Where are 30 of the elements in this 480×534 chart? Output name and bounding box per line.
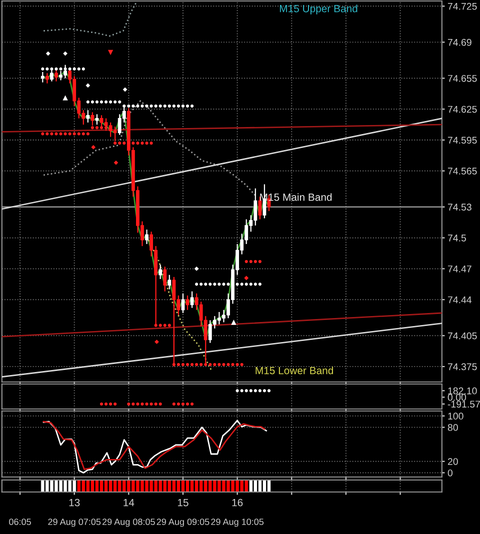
y-tick-label: 74.69 [448, 38, 472, 46]
x-tick-label: 29 Aug 10:05 [211, 518, 264, 527]
text: 14 [124, 498, 134, 506]
y-tick-label: 100 [448, 412, 464, 420]
y-tick-label: 20 [448, 458, 458, 465]
annotation: M15 Upper Band [280, 4, 358, 14]
y-tick-label: 80 [448, 424, 458, 431]
y-tick-label: 0 [448, 469, 452, 476]
x-tick-label: 29 Aug 09:05 [156, 518, 210, 527]
annotation: M15 Lower Band [256, 366, 333, 374]
y-tick-label: 74.5 [448, 234, 466, 242]
x-tick-label: 29 Aug 07:05 [48, 518, 101, 527]
text: 13 [69, 498, 80, 506]
y-tick-label: 74.375 [448, 363, 477, 370]
text: 15 [178, 498, 188, 506]
y-tick-label: 74.725 [448, 2, 477, 10]
y-tick-label: 74.405 [448, 332, 477, 340]
x-tick-label: 06:05 [9, 518, 31, 526]
y-tick-label: 74.44 [448, 296, 472, 304]
y-tick-label: 74.625 [448, 106, 477, 113]
y-tick-label: 0.00 [448, 394, 466, 401]
y-tick-label: 74.565 [448, 168, 477, 175]
y-tick-label: 74.655 [448, 74, 477, 82]
x-tick-label: 29 Aug 08:05 [102, 518, 155, 527]
text: 16 [232, 498, 243, 506]
y-tick-label: 74.595 [448, 136, 477, 144]
y-tick-label: 74.47 [448, 266, 472, 272]
y-tick-label: -191.57 [448, 400, 480, 408]
y-tick-label: 74.53 [448, 204, 472, 211]
y-tick-label: 182.10 [448, 387, 477, 394]
